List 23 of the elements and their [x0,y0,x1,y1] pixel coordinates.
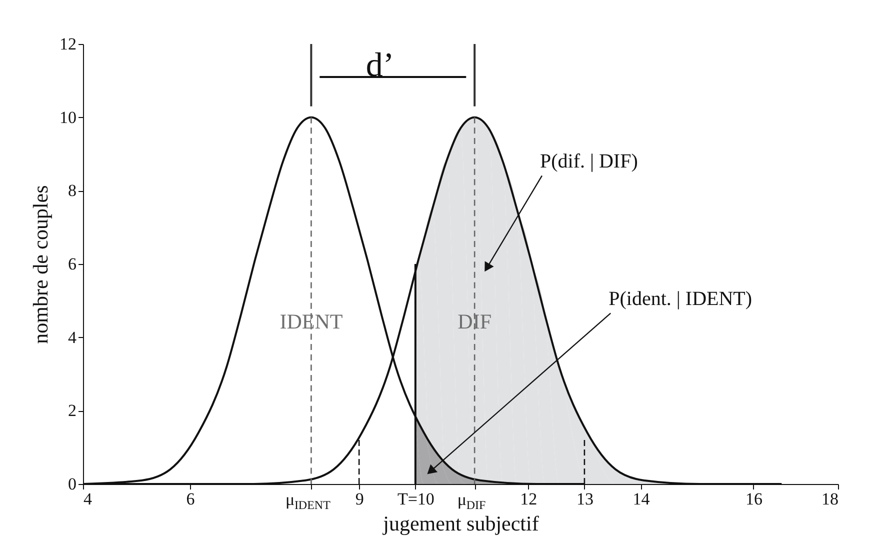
annotation: P(dif. | DIF) [540,150,638,173]
y-tick-label: 4 [68,328,77,347]
series-label: IDENT [280,310,343,334]
y-tick-label: 6 [68,254,76,274]
x-tick-label: 9 [355,490,364,508]
text: DIF [458,310,492,334]
y-tick-label: 12 [60,34,76,54]
x-tick-label: 14 [632,490,650,508]
x-tick-label: 13 [576,490,594,508]
x-tick-label: T=10 [397,490,434,508]
annotation: d’ [366,47,394,84]
x-axis-title: jugement subjectif [382,512,539,536]
y-axis-title: nombre de couples [28,185,52,344]
y-tick-label: 10 [60,108,76,127]
x-tick-label: 18 [822,490,838,508]
x-tick-label: 16 [745,490,762,508]
y-tick-label: 0 [68,474,76,494]
x-tick-label: 4 [84,490,92,508]
x-tick-label: 6 [186,490,195,508]
y-tick-label: 2 [68,401,76,420]
x-tick-label: 12 [520,490,538,508]
y-tick-label: 8 [68,181,76,200]
annotation: P(ident. | IDENT) [608,288,752,310]
